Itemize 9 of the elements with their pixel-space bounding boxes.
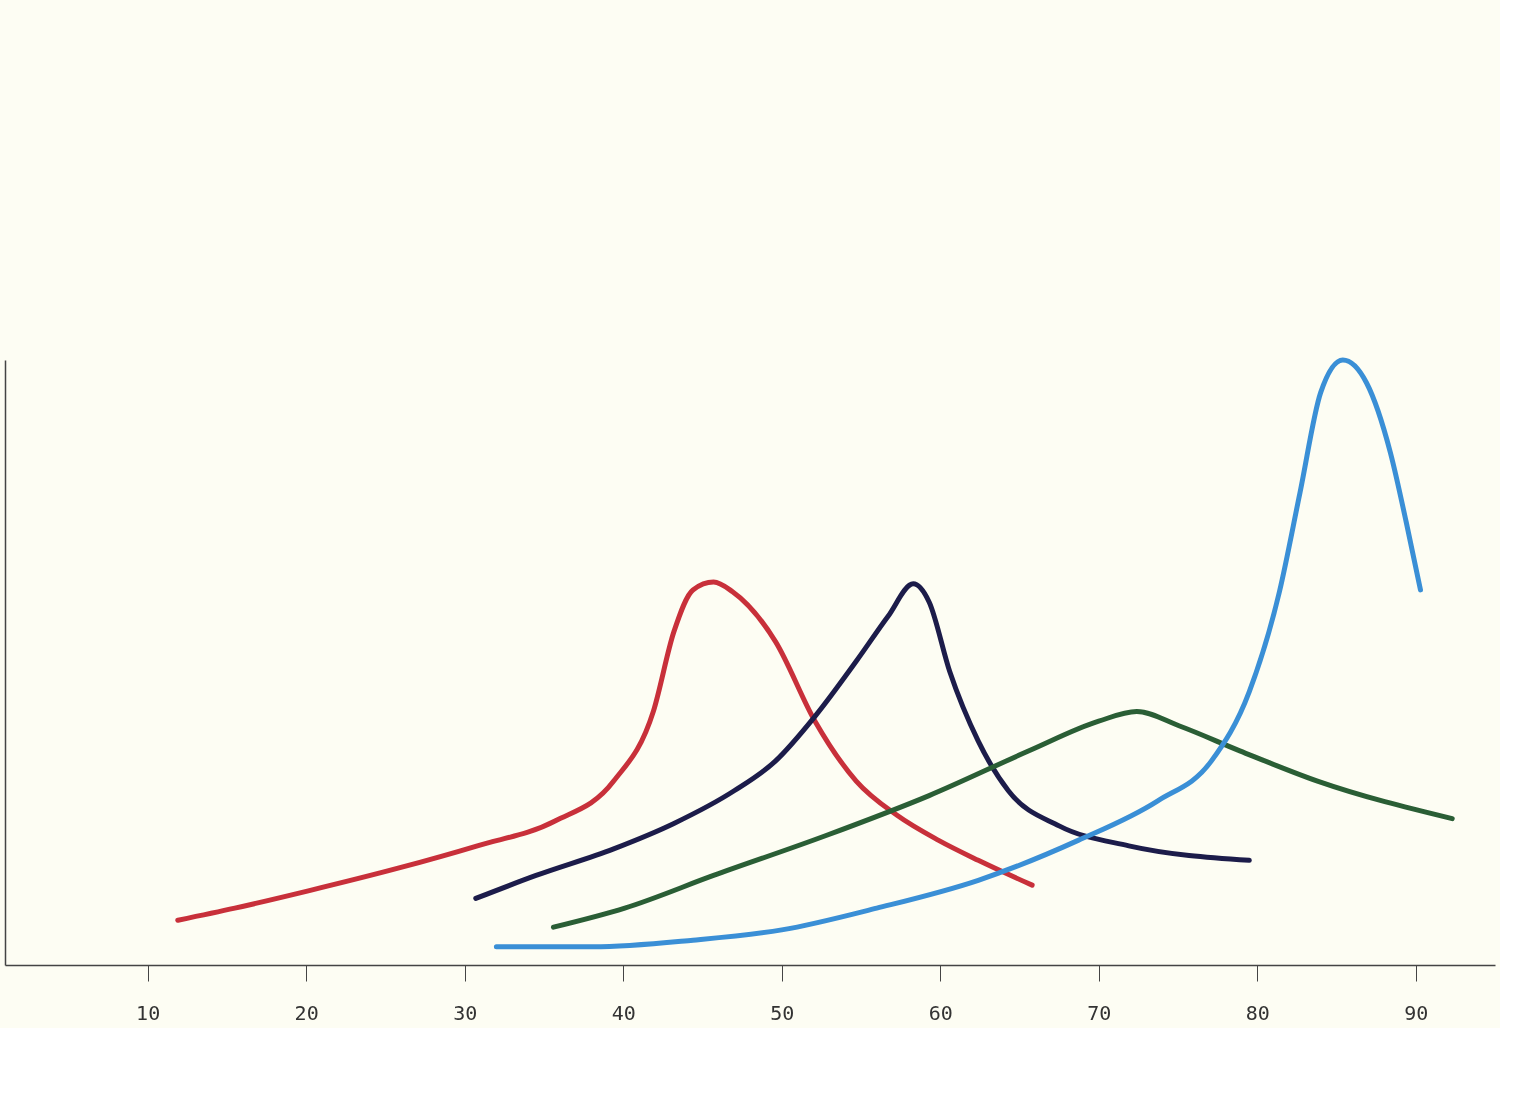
x-tick-label: 70 (1087, 1000, 1112, 1025)
x-tick-label: 50 (770, 1000, 795, 1025)
x-tick-label: 80 (1245, 1000, 1270, 1025)
x-tick-label: 40 (611, 1000, 636, 1025)
x-tick-label: 30 (453, 1000, 478, 1025)
x-tick-label: 60 (928, 1000, 953, 1025)
x-tick-label: 10 (136, 1000, 161, 1025)
x-tick-label: 90 (1404, 1000, 1429, 1025)
x-tick-label: 20 (294, 1000, 319, 1025)
